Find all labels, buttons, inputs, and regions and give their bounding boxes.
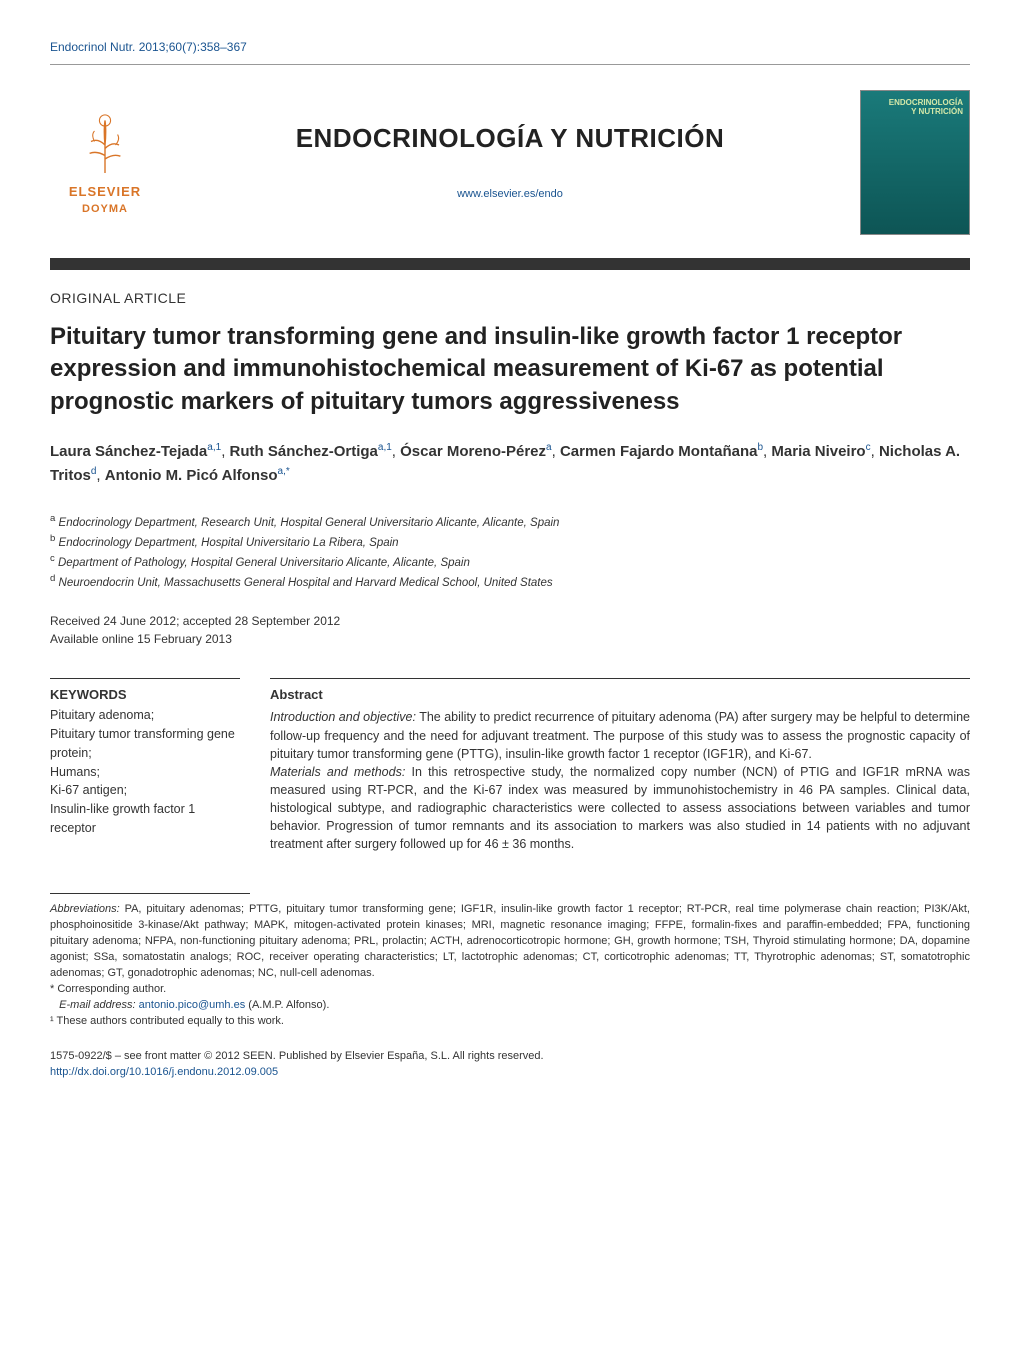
keywords-column: KEYWORDS Pituitary adenoma;Pituitary tum… — [50, 678, 240, 853]
email-label: E-mail address: — [59, 999, 135, 1011]
journal-title-block: ENDOCRINOLOGÍA Y NUTRICIÓN www.elsevier.… — [160, 123, 860, 202]
equal-contribution-footnote: ¹ These authors contributed equally to t… — [50, 1014, 970, 1030]
author: Ruth Sánchez-Ortigaa,1 — [230, 443, 392, 460]
header-thick-bar — [50, 258, 970, 270]
keywords-heading: KEYWORDS — [50, 687, 240, 702]
received-date: Received 24 June 2012; accepted 28 Septe… — [50, 612, 970, 630]
abstract-heading: Abstract — [270, 687, 970, 702]
publisher-name: ELSEVIER — [69, 184, 141, 199]
keywords-list: Pituitary adenoma;Pituitary tumor transf… — [50, 706, 240, 837]
footnotes: Abbreviations: PA, pituitary adenomas; P… — [50, 902, 970, 1030]
abbrev-label: Abbreviations: — [50, 903, 120, 915]
abbrev-text: PA, pituitary adenomas; PTTG, pituitary … — [50, 903, 970, 979]
corresponding-author-footnote: * Corresponding author. — [50, 982, 970, 998]
abstract-column: Abstract Introduction and objective: The… — [270, 678, 970, 853]
copyright-block: 1575-0922/$ – see front matter © 2012 SE… — [50, 1048, 970, 1081]
article-dates: Received 24 June 2012; accepted 28 Septe… — [50, 612, 970, 648]
abstract-intro-label: Introduction and objective: — [270, 710, 416, 724]
email-footnote: E-mail address: antonio.pico@umh.es (A.M… — [50, 998, 970, 1014]
citation-reference: Endocrinol Nutr. 2013;60(7):358–367 — [50, 40, 970, 54]
abstract-region: KEYWORDS Pituitary adenoma;Pituitary tum… — [50, 678, 970, 853]
authors-list: Laura Sánchez-Tejadaa,1, Ruth Sánchez-Or… — [50, 440, 970, 487]
affiliation: c Department of Pathology, Hospital Gene… — [50, 552, 970, 572]
affiliations-list: a Endocrinology Department, Research Uni… — [50, 512, 970, 592]
author: Carmen Fajardo Montañanab — [560, 443, 763, 460]
affiliation: d Neuroendocrin Unit, Massachusetts Gene… — [50, 572, 970, 592]
header-rule — [50, 64, 970, 65]
author: Antonio M. Picó Alfonsoa,* — [105, 467, 290, 484]
journal-cover-thumbnail: ENDOCRINOLOGÍA Y NUTRICIÓN — [860, 90, 970, 235]
footnote-rule — [50, 893, 250, 894]
author: Maria Niveiroc — [771, 443, 870, 460]
copyright-text: 1575-0922/$ – see front matter © 2012 SE… — [50, 1048, 970, 1065]
corresponding-email-link[interactable]: antonio.pico@umh.es — [139, 999, 246, 1011]
email-owner: (A.M.P. Alfonso). — [245, 999, 329, 1011]
abstract-text: Introduction and objective: The ability … — [270, 708, 970, 853]
author: Óscar Moreno-Péreza — [400, 443, 551, 460]
elsevier-tree-icon — [70, 110, 140, 180]
journal-title: ENDOCRINOLOGÍA Y NUTRICIÓN — [160, 123, 860, 154]
citation-link[interactable]: Endocrinol Nutr. 2013;60(7):358–367 — [50, 40, 247, 54]
abbreviations-footnote: Abbreviations: PA, pituitary adenomas; P… — [50, 902, 970, 982]
article-section-label: ORIGINAL ARTICLE — [50, 290, 970, 306]
abstract-methods-label: Materials and methods: — [270, 765, 405, 779]
doi-link[interactable]: http://dx.doi.org/10.1016/j.endonu.2012.… — [50, 1066, 278, 1078]
article-title: Pituitary tumor transforming gene and in… — [50, 321, 970, 418]
publisher-sub: DOYMA — [82, 203, 128, 215]
affiliation: a Endocrinology Department, Research Uni… — [50, 512, 970, 532]
journal-url-link[interactable]: www.elsevier.es/endo — [457, 188, 563, 200]
cover-title-2: Y NUTRICIÓN — [867, 108, 963, 117]
affiliation: b Endocrinology Department, Hospital Uni… — [50, 532, 970, 552]
available-date: Available online 15 February 2013 — [50, 630, 970, 648]
author: Laura Sánchez-Tejadaa,1 — [50, 443, 221, 460]
publisher-logo: ELSEVIER DOYMA — [50, 108, 160, 218]
journal-header: ELSEVIER DOYMA ENDOCRINOLOGÍA Y NUTRICIÓ… — [50, 80, 970, 250]
